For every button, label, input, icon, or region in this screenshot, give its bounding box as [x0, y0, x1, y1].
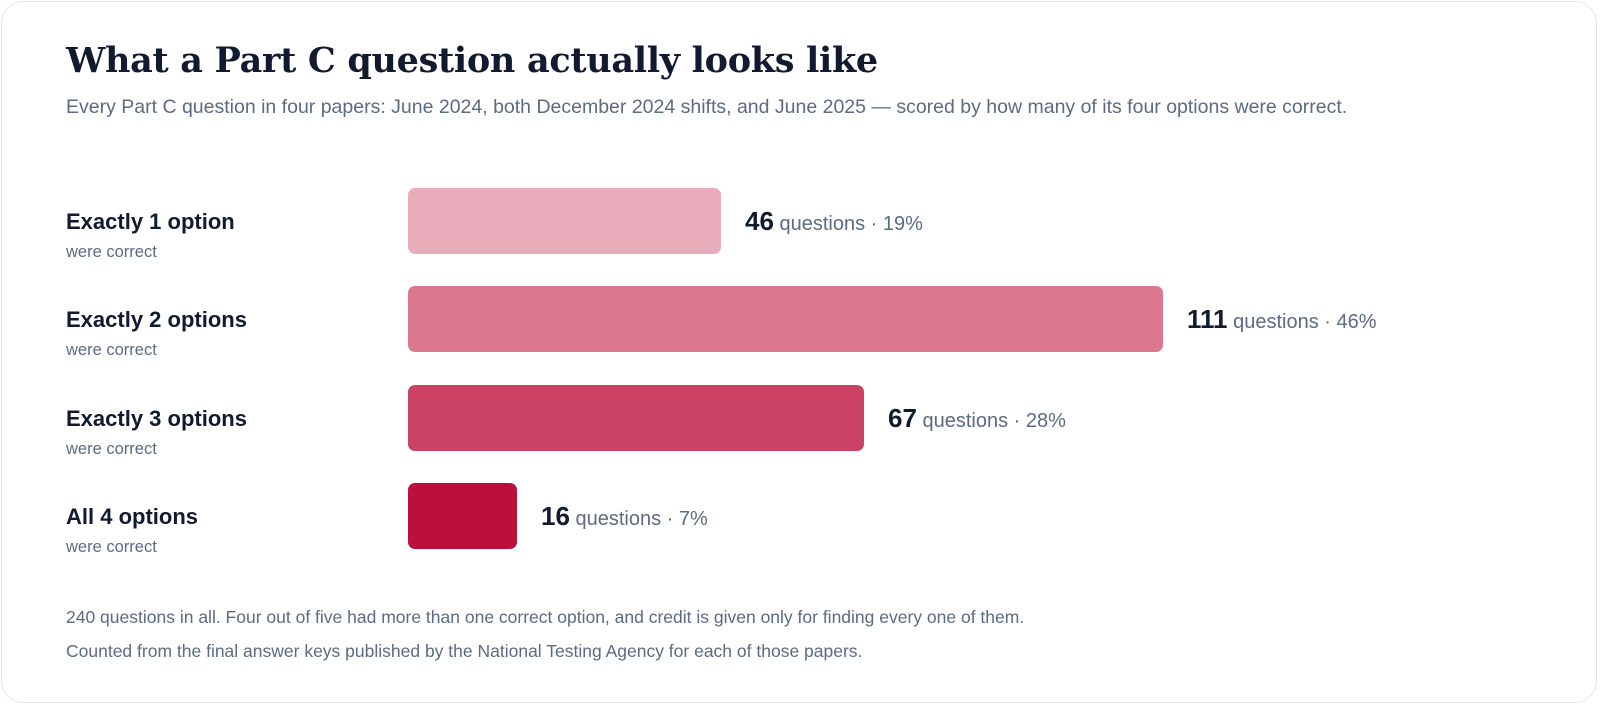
bar-row: Exactly 1 option were correct 46 questions…	[2, 188, 1598, 261]
data-label-percent: questions · 19%	[773, 213, 923, 235]
bar-row: Exactly 3 options were correct 67 question…	[2, 385, 1598, 458]
bar-row: Exactly 2 options were correct 111 questio…	[2, 286, 1598, 359]
category-label: Exactly 3 options	[66, 406, 247, 431]
data-label: 16 questions · 7%	[541, 500, 708, 537]
data-label-count: 111	[1187, 304, 1228, 334]
data-label: 111 questions · 46%	[1187, 303, 1377, 340]
footnote-summary: 240 questions in all. Four out of five h…	[66, 607, 1025, 627]
footnote-source: Counted from the final answer keys publi…	[66, 641, 863, 661]
data-label: 67 questions · 28%	[888, 402, 1066, 439]
data-label-count: 67	[888, 403, 917, 433]
category-label: Exactly 1 option	[66, 209, 235, 234]
data-label-percent: questions · 46%	[1227, 311, 1377, 333]
bar	[408, 188, 721, 254]
category-sublabel: were correct	[66, 341, 157, 359]
data-label-count: 46	[745, 206, 774, 236]
chart-title: What a Part C question actually looks li…	[66, 40, 878, 81]
data-label-percent: questions · 28%	[916, 410, 1066, 432]
category-sublabel: were correct	[66, 243, 157, 261]
bar	[408, 286, 1163, 352]
data-label: 46 questions · 19%	[745, 205, 923, 242]
bar	[408, 483, 517, 549]
category-label: All 4 options	[66, 504, 198, 529]
bar-row: All 4 options were correct 16 questions · …	[2, 483, 1598, 556]
category-sublabel: were correct	[66, 440, 157, 458]
chart-subtitle: Every Part C question in four papers: Ju…	[66, 96, 1348, 118]
category-sublabel: were correct	[66, 538, 157, 556]
bar	[408, 385, 864, 451]
data-label-percent: questions · 7%	[569, 508, 708, 530]
data-label-count: 16	[541, 501, 570, 531]
category-label: Exactly 2 options	[66, 307, 247, 332]
